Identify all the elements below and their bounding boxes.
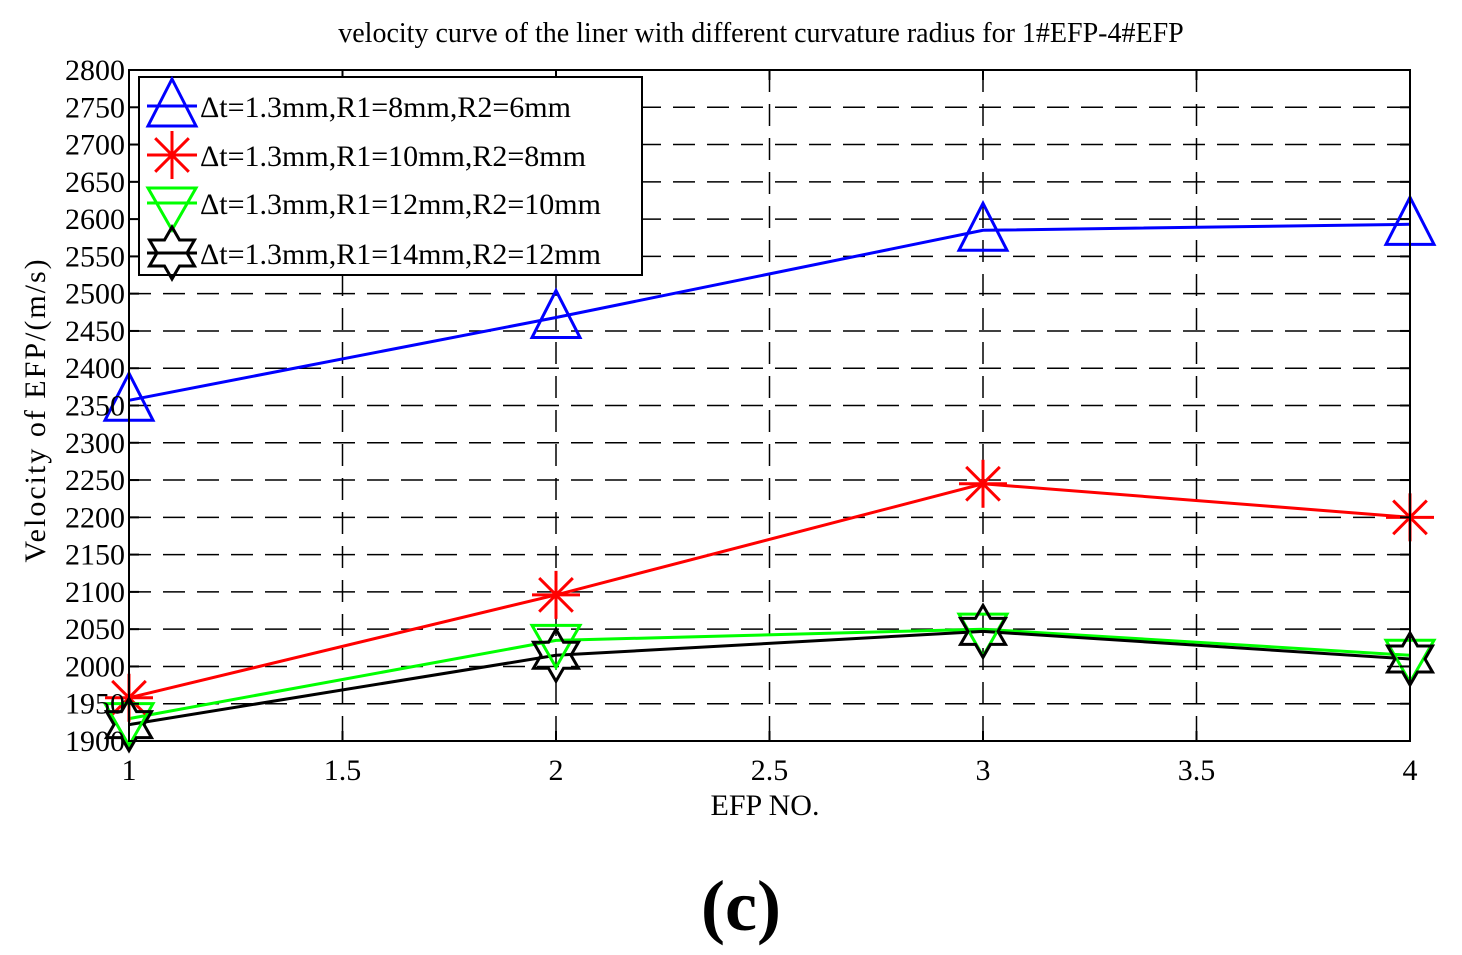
y-tick-label: 2150 <box>65 539 125 572</box>
y-tick-label: 2700 <box>65 129 125 162</box>
y-tick-label: 2800 <box>65 54 125 87</box>
data-point-s1-3 <box>956 199 1010 252</box>
legend-marker <box>148 131 196 179</box>
x-axis-label: EFP NO. <box>711 789 820 822</box>
y-tick-label: 2350 <box>65 390 125 423</box>
panel-label: (c) <box>701 866 781 946</box>
legend-entry-1: Δt=1.3mm,R1=8mm,R2=6mm <box>145 75 571 128</box>
series-line-2 <box>128 482 1411 700</box>
y-tick-label: 1900 <box>65 725 125 758</box>
y-tick-label: 2600 <box>65 203 125 236</box>
legend-label: Δt=1.3mm,R1=8mm,R2=6mm <box>200 91 571 124</box>
chart-title: velocity curve of the liner with differe… <box>338 18 1183 49</box>
data-point-s2-3 <box>959 459 1007 508</box>
y-tick-label: 2450 <box>65 315 125 348</box>
legend-label: Δt=1.3mm,R1=14mm,R2=12mm <box>200 238 601 271</box>
legend-entry-4: Δt=1.3mm,R1=14mm,R2=12mm <box>146 223 601 283</box>
data-point-s2-2 <box>532 570 580 619</box>
legend: Δt=1.3mm,R1=8mm,R2=6mm Δt=1.3mm,R1=10mm,R… <box>138 75 643 283</box>
y-tick-label: 2000 <box>65 650 125 683</box>
legend-entry-3: Δt=1.3mm,R1=12mm,R2=10mm <box>145 186 601 234</box>
x-tick-label: 1.5 <box>324 754 362 787</box>
legend-label: Δt=1.3mm,R1=10mm,R2=8mm <box>200 140 586 173</box>
y-tick-labels: 1900 1950 2000 2050 2100 2150 2200 2250 2300 2350… <box>65 54 125 758</box>
legend-marker <box>145 75 199 128</box>
y-tick-label: 2550 <box>65 240 125 273</box>
y-tick-label: 1950 <box>65 688 125 721</box>
y-tick-label: 2750 <box>65 91 125 124</box>
data-point-s4-2 <box>530 626 582 685</box>
x-tick-label: 3.5 <box>1178 754 1216 787</box>
x-tick-labels: 1 1.5 2 2.5 3 3.5 4 <box>122 754 1418 787</box>
y-tick-label: 2300 <box>65 427 125 460</box>
series-line-3 <box>128 627 1411 721</box>
y-tick-label: 2200 <box>65 501 125 534</box>
series-line-4 <box>128 629 1411 727</box>
x-tick-label: 1 <box>122 754 137 787</box>
y-axis-label: Velocity of EFP/(m/s) <box>19 257 52 562</box>
y-tick-label: 2100 <box>65 576 125 609</box>
series-lines <box>128 222 1411 727</box>
x-tick-label: 3 <box>976 754 991 787</box>
y-tick-label: 2500 <box>65 278 125 311</box>
data-point-s1-2 <box>529 287 583 340</box>
y-tick-label: 2400 <box>65 352 125 385</box>
x-tick-label: 2.5 <box>751 754 789 787</box>
data-point-s4-3 <box>957 602 1009 661</box>
y-tick-label: 2650 <box>65 166 125 199</box>
y-tick-label: 2050 <box>65 613 125 646</box>
legend-marker <box>146 223 198 283</box>
x-tick-label: 2 <box>549 754 564 787</box>
legend-label: Δt=1.3mm,R1=12mm,R2=10mm <box>200 188 601 221</box>
x-tick-label: 4 <box>1403 754 1418 787</box>
legend-entry-2: Δt=1.3mm,R1=10mm,R2=8mm <box>147 131 586 179</box>
data-point-s3-2 <box>529 623 583 671</box>
y-tick-label: 2250 <box>65 464 125 497</box>
legend-box <box>138 76 643 276</box>
series-line-1 <box>128 222 1411 402</box>
data-point-s3-3 <box>956 612 1010 660</box>
axis-ticks <box>128 69 1411 742</box>
legend-marker <box>145 186 199 234</box>
data-point-s4-1 <box>103 695 155 754</box>
